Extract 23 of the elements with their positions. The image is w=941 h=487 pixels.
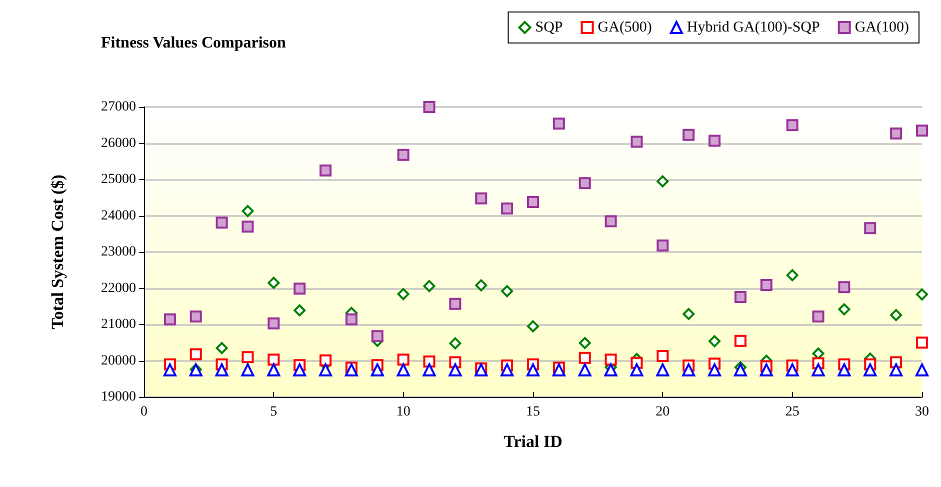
- y-tick-label: 27000: [101, 100, 136, 114]
- legend-label: Hybrid GA(100)-SQP: [686, 20, 820, 36]
- x-tick-label: 0: [140, 404, 148, 420]
- x-tick-label: 25: [785, 404, 800, 420]
- x-tick-label: 5: [270, 404, 278, 420]
- legend-label: GA(100): [854, 20, 910, 36]
- y-tick-label: 25000: [101, 172, 136, 187]
- y-tick-label: 22000: [101, 280, 136, 296]
- y-tick-label: 24000: [101, 208, 136, 224]
- y-tick-label: 23000: [101, 244, 136, 260]
- x-tick-label: 30: [915, 404, 929, 420]
- x-tick-label: 20: [656, 404, 670, 420]
- chart-title: Fitness Values Comparison: [101, 34, 286, 52]
- x-tick-label: 15: [526, 404, 540, 420]
- y-tick-label: 26000: [101, 136, 136, 151]
- y-tick-label: 21000: [101, 317, 136, 332]
- legend-label: GA(500): [598, 20, 652, 36]
- y-tick-label: 19000: [101, 390, 136, 404]
- y-tick-label: 20000: [101, 353, 136, 368]
- y-axis-title: Total System Cost ($): [48, 174, 67, 330]
- x-tick-label: 10: [396, 404, 410, 420]
- legend-label: SQP: [535, 20, 563, 36]
- x-axis-title: Trial ID: [504, 432, 562, 451]
